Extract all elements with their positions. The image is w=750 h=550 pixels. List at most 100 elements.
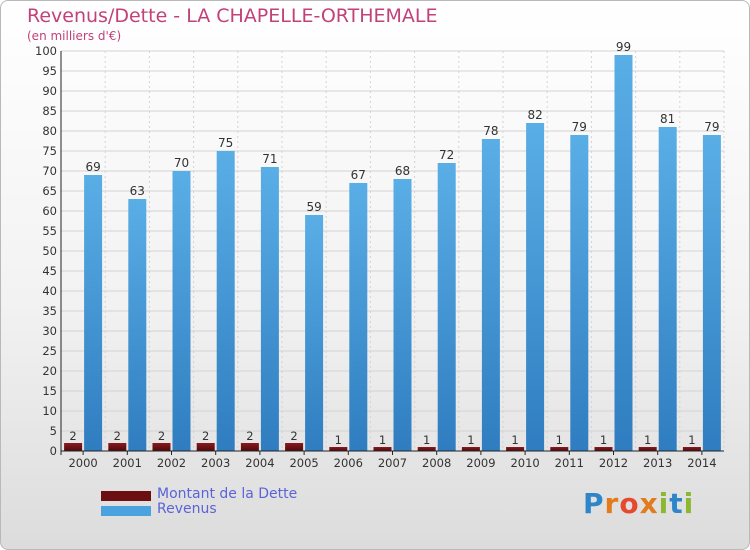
- bar-dette: [461, 447, 480, 451]
- y-tick-label: 75: [42, 144, 57, 158]
- chart-subtitle: (en milliers d'€): [27, 29, 122, 43]
- y-tick-label: 25: [42, 344, 57, 358]
- x-tick-label: 2001: [113, 456, 142, 470]
- data-label-dette: 1: [379, 433, 386, 447]
- bar-dette: [108, 443, 127, 451]
- data-label-dette: 2: [114, 429, 121, 443]
- data-label-revenus: 69: [85, 160, 100, 174]
- x-tick-label: 2005: [289, 456, 318, 470]
- y-tick-label: 45: [42, 264, 57, 278]
- bar-revenus: [570, 135, 589, 451]
- data-label-revenus: 70: [174, 156, 189, 170]
- data-label-dette: 1: [556, 433, 563, 447]
- x-tick-label: 2011: [555, 456, 584, 470]
- x-tick-label: 2002: [157, 456, 186, 470]
- x-tick-label: 2009: [466, 456, 495, 470]
- proxiti-logo: Proxiti: [583, 487, 695, 520]
- y-tick-label: 20: [42, 364, 57, 378]
- y-tick-label: 65: [42, 184, 57, 198]
- bar-dette: [638, 447, 657, 451]
- y-tick-label: 95: [42, 64, 57, 78]
- data-label-dette: 2: [246, 429, 253, 443]
- bar-dette: [240, 443, 259, 451]
- bar-dette: [373, 447, 392, 451]
- axis-layer: 0 5 10 15 20 25 30 35 40 45 50 55 60 65 70 75 80 85 90 95 10…: [35, 44, 724, 470]
- x-tick-label: 2003: [201, 456, 230, 470]
- x-tick-label: 2014: [687, 456, 716, 470]
- bar-revenus: [216, 151, 235, 451]
- bar-revenus: [526, 123, 545, 451]
- x-tick-label: 2006: [334, 456, 363, 470]
- data-label-revenus: 78: [483, 124, 498, 138]
- data-label-dette: 1: [467, 433, 474, 447]
- y-tick-label: 70: [42, 164, 57, 178]
- data-label-revenus: 59: [306, 200, 321, 214]
- bar-dette: [152, 443, 171, 451]
- bar-dette: [64, 443, 83, 451]
- chart-title: Revenus/Dette - LA CHAPELLE-ORTHEMALE: [27, 5, 438, 27]
- data-label-dette: 1: [511, 433, 518, 447]
- data-label-revenus: 71: [262, 152, 277, 166]
- data-label-revenus: 75: [218, 136, 233, 150]
- y-tick-label: 40: [42, 284, 57, 298]
- data-label-revenus: 67: [351, 168, 366, 182]
- data-label-revenus: 99: [616, 40, 631, 54]
- x-tick-label: 2008: [422, 456, 451, 470]
- legend-label-dette: Montant de la Dette: [157, 486, 298, 502]
- y-tick-label: 60: [42, 204, 57, 218]
- y-tick-label: 15: [42, 384, 57, 398]
- data-label-dette: 1: [688, 433, 695, 447]
- data-label-dette: 1: [600, 433, 607, 447]
- data-label-revenus: 79: [704, 120, 719, 134]
- bar-revenus: [437, 163, 456, 451]
- bar-dette: [594, 447, 613, 451]
- y-tick-label: 0: [50, 444, 57, 458]
- data-label-revenus: 68: [395, 164, 410, 178]
- x-tick-label: 2004: [245, 456, 274, 470]
- bar-revenus: [349, 183, 368, 451]
- y-tick-label: 100: [35, 44, 57, 58]
- legend-swatch-dette: [101, 491, 151, 501]
- data-label-revenus: 72: [439, 148, 454, 162]
- bar-revenus: [481, 139, 500, 451]
- data-label-dette: 2: [69, 429, 76, 443]
- data-label-dette: 1: [335, 433, 342, 447]
- legend-label-revenus: Revenus: [157, 501, 217, 517]
- data-label-revenus: 82: [527, 108, 542, 122]
- bar-revenus: [393, 179, 412, 451]
- bar-dette: [506, 447, 525, 451]
- legend-swatch-revenus: [101, 506, 151, 516]
- data-label-revenus: 79: [572, 120, 587, 134]
- bar-revenus: [84, 175, 103, 451]
- bar-dette: [550, 447, 569, 451]
- bar-dette: [417, 447, 436, 451]
- y-tick-label: 80: [42, 124, 57, 138]
- bar-revenus: [305, 215, 324, 451]
- bar-revenus: [658, 127, 677, 451]
- x-tick-label: 2012: [599, 456, 628, 470]
- bar-revenus: [614, 55, 633, 451]
- x-tick-label: 2000: [68, 456, 97, 470]
- data-label-dette: 1: [423, 433, 430, 447]
- bar-dette: [682, 447, 701, 451]
- bar-dette: [196, 443, 215, 451]
- y-tick-label: 30: [42, 324, 57, 338]
- y-tick-label: 50: [42, 244, 57, 258]
- y-tick-label: 10: [42, 404, 57, 418]
- bar-revenus: [260, 167, 279, 451]
- data-label-dette: 2: [202, 429, 209, 443]
- y-tick-label: 90: [42, 84, 57, 98]
- bar-revenus: [702, 135, 721, 451]
- y-tick-label: 55: [42, 224, 57, 238]
- bar-dette: [329, 447, 348, 451]
- bar-revenus: [128, 199, 147, 451]
- x-tick-label: 2007: [378, 456, 407, 470]
- x-tick-label: 2013: [643, 456, 672, 470]
- labels-layer: 2 69 2 63 2 70 2 75 2 71 2 59 1 67 1 68 1 72 1 78 1 82 1 79 1 99 1…: [69, 40, 719, 447]
- bar-revenus: [172, 171, 191, 451]
- bar-dette: [285, 443, 304, 451]
- x-tick-label: 2010: [510, 456, 539, 470]
- data-label-dette: 1: [644, 433, 651, 447]
